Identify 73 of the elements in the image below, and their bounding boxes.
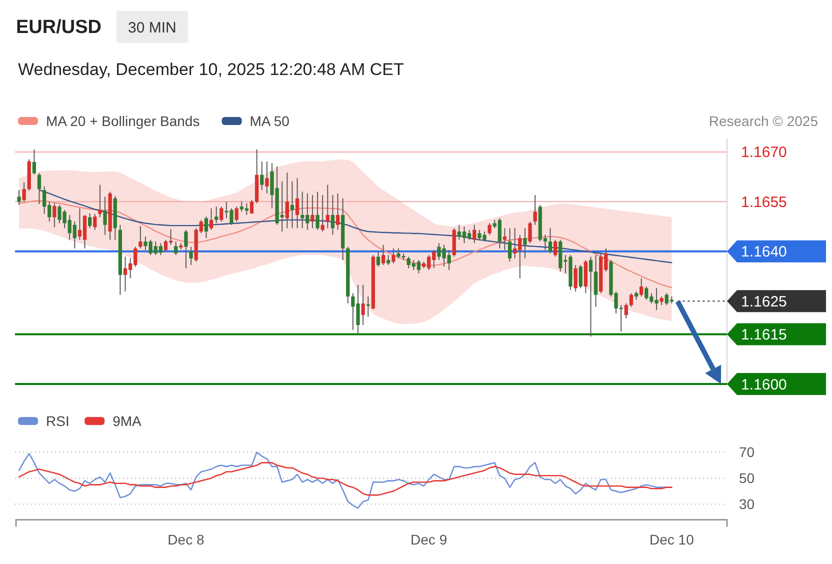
- candlestick: [376, 251, 380, 268]
- line-series: [18, 462, 672, 496]
- candlestick: [320, 194, 324, 232]
- candlestick: [22, 182, 26, 202]
- candlestick: [502, 228, 507, 251]
- legend-label: MA 50: [250, 112, 290, 129]
- candlestick: [316, 191, 320, 230]
- candlestick: [310, 194, 314, 229]
- candlestick: [103, 196, 107, 236]
- candlestick: [528, 221, 532, 244]
- candlestick: [640, 278, 644, 297]
- candlestick: [174, 240, 178, 256]
- candlestick: [326, 184, 330, 229]
- y-tick-label: 70: [739, 444, 755, 460]
- x-tick-label: Dec 10: [650, 532, 694, 548]
- y-tick-label: 1.1640: [741, 244, 787, 261]
- candlestick: [629, 292, 634, 308]
- candlestick: [220, 206, 224, 222]
- candlestick: [386, 254, 390, 266]
- y-tick-label: 50: [739, 470, 755, 486]
- y-tick-label: 1.1625: [741, 293, 787, 310]
- candlestick: [52, 202, 56, 228]
- candlestick: [594, 254, 598, 308]
- candlestick: [189, 246, 193, 266]
- candlestick: [265, 161, 269, 194]
- y-tick-label: 1.1670: [741, 144, 787, 162]
- candlestick: [361, 284, 365, 326]
- y-tick-label: 1.1600: [741, 376, 787, 394]
- y-tick-label: 1.1655: [741, 194, 787, 211]
- legend-label: MA 20 + Bollinger Bands: [46, 112, 200, 129]
- candlestick: [392, 248, 396, 264]
- candlestick: [336, 192, 340, 230]
- candlestick: [234, 206, 238, 222]
- candlestick: [548, 228, 552, 254]
- text: 30 MIN: [128, 19, 176, 36]
- candlestick: [295, 178, 300, 229]
- candlestick: [574, 264, 578, 292]
- candlestick: [381, 244, 386, 266]
- chart-subtitle: Wednesday, December 10, 2025 12:20:48 AM CET: [18, 60, 404, 79]
- candlestick: [204, 216, 208, 239]
- x-tick-label: Dec 9: [410, 532, 448, 548]
- candlestick: [184, 229, 188, 269]
- candlestick: [214, 206, 218, 224]
- candlestick: [472, 224, 476, 244]
- candlestick: [138, 225, 142, 249]
- candlestick: [37, 172, 42, 205]
- candlestick: [624, 302, 628, 319]
- y-tick-label: 1.1615: [741, 326, 787, 344]
- candlestick: [533, 194, 537, 226]
- candlestick: [488, 222, 492, 236]
- candlestick: [508, 228, 512, 262]
- y-tick-label: 30: [739, 496, 755, 512]
- candlestick: [93, 213, 97, 230]
- candlestick: [98, 184, 102, 218]
- candlestick: [32, 148, 36, 175]
- candlestick: [290, 180, 294, 229]
- candlestick: [209, 208, 214, 230]
- candlestick: [578, 264, 582, 289]
- legend-label: 9MA: [112, 412, 142, 429]
- x-tick-label: Dec 8: [168, 532, 204, 548]
- candlestick: [330, 194, 335, 236]
- legend-label: RSI: [46, 412, 70, 429]
- candlestick: [523, 228, 527, 259]
- candlestick: [17, 190, 21, 206]
- candlestick: [588, 256, 593, 338]
- text: Research © 2025: [708, 112, 818, 129]
- candlestick: [250, 200, 254, 214]
- candlestick: [88, 212, 92, 229]
- candlestick: [366, 296, 370, 318]
- candlestick: [260, 161, 264, 191]
- candlestick: [554, 239, 558, 258]
- chart-title: EUR/USD: [16, 17, 102, 38]
- candlestick: [285, 172, 289, 229]
